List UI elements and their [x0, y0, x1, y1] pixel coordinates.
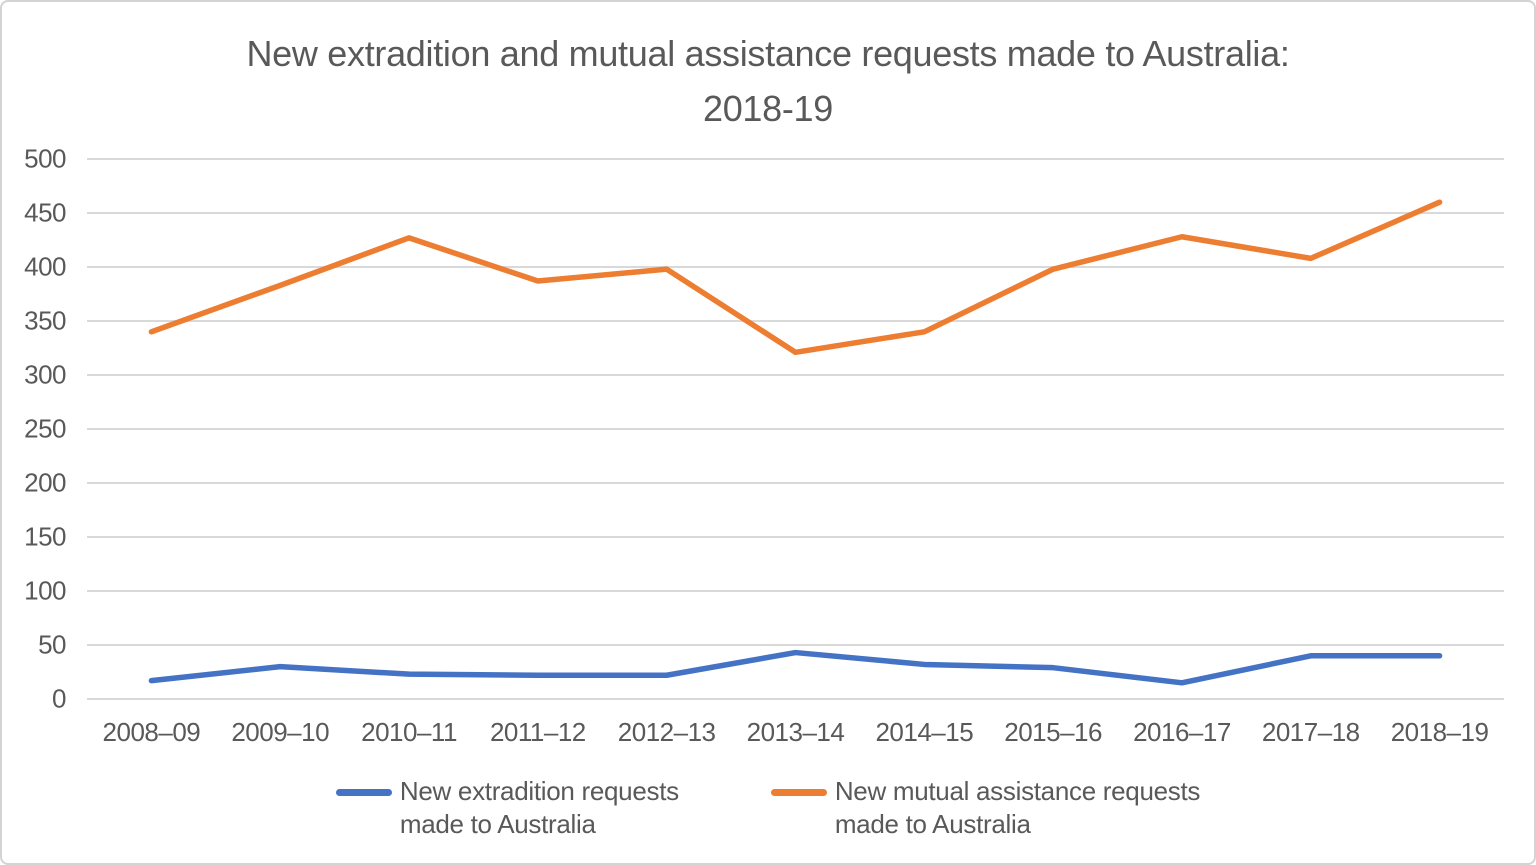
y-tick-label: 300 [24, 359, 66, 390]
y-tick-label: 200 [24, 467, 66, 498]
y-tick-label: 400 [24, 251, 66, 282]
x-tick-label: 2018–19 [1390, 717, 1489, 747]
y-tick-label: 500 [24, 143, 66, 174]
y-tick-label: 150 [24, 521, 66, 552]
x-tick-label: 2017–18 [1261, 717, 1360, 747]
y-tick-label: 50 [38, 629, 66, 660]
x-tick-label: 2008–09 [102, 717, 201, 747]
legend-line-swatch-icon [770, 789, 827, 796]
chart-title-line2: 2018-19 [702, 88, 834, 129]
x-tick-label: 2011–12 [489, 717, 586, 747]
legend-item: New extradition requests made to Austral… [335, 775, 679, 841]
legend-label: New extradition requests made to Austral… [399, 776, 679, 839]
x-tick-label: 2014–15 [875, 717, 974, 747]
legend-label: New mutual assistance requests made to A… [834, 776, 1201, 839]
y-tick-label: 350 [24, 305, 66, 336]
chart-title: New extradition and mutual assistance re… [2, 26, 1534, 136]
x-tick-label: 2013–14 [746, 717, 845, 747]
y-tick-label: 250 [24, 413, 66, 444]
legend-item: New mutual assistance requests made to A… [770, 775, 1201, 841]
chart-title-line1: New extradition and mutual assistance re… [246, 33, 1290, 74]
legend-line-swatch-icon [335, 789, 392, 796]
legend: New extradition requests made to Austral… [2, 775, 1534, 841]
y-tick-label: 450 [24, 197, 66, 228]
y-tick-label: 0 [52, 683, 66, 714]
x-tick-label: 2009–10 [231, 717, 330, 747]
x-tick-label: 2010–11 [361, 717, 457, 747]
series-line-new-mutual-assistance-requests-made-to-australia [148, 199, 1443, 356]
x-tick-label: 2016–17 [1133, 717, 1231, 747]
x-tick-label: 2012–13 [617, 717, 716, 747]
series-line-new-extradition-requests-made-to-australia [148, 649, 1443, 686]
x-tick-label: 2015–16 [1004, 717, 1102, 747]
y-tick-label: 100 [24, 575, 66, 606]
